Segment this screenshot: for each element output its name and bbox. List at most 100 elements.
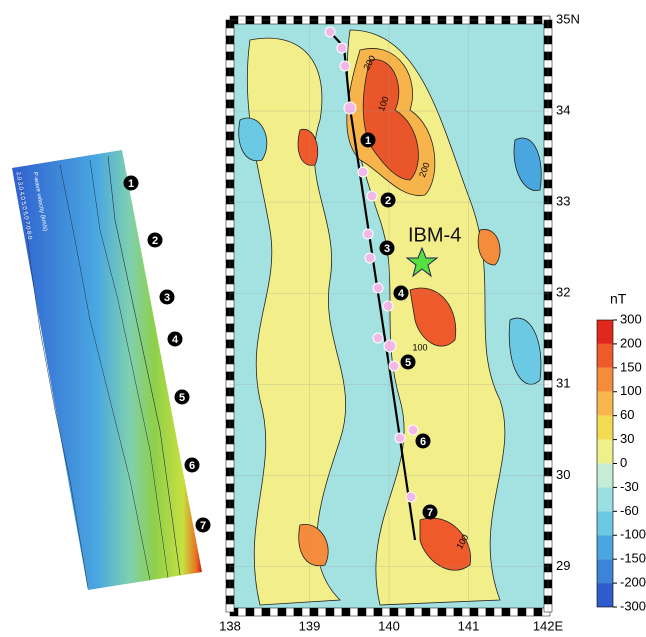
frame-tick xyxy=(373,607,383,617)
colorbar-swatch xyxy=(597,391,613,416)
frame-tick xyxy=(293,607,303,617)
colorbar-swatch xyxy=(597,439,613,464)
frame-tick xyxy=(333,607,343,617)
lat-label: 33 xyxy=(556,194,570,209)
contour-label: 100 xyxy=(376,95,391,113)
frame-tick xyxy=(477,607,487,617)
map-station-marker xyxy=(400,354,416,370)
frame-tick xyxy=(469,607,479,617)
frame-tick xyxy=(501,607,511,617)
map-station: 5 xyxy=(405,357,411,369)
frame-tick xyxy=(493,607,503,617)
colorbar-swatch xyxy=(597,320,613,344)
colorbar-swatch xyxy=(597,583,613,607)
frame-tick xyxy=(325,607,335,617)
lon-label: 141 xyxy=(458,618,480,633)
colorbar-label: -300 xyxy=(620,598,646,613)
colorbar-swatch xyxy=(597,415,613,440)
frame-tick xyxy=(253,607,263,617)
frame-tick xyxy=(437,607,447,617)
colorbar-label: 300 xyxy=(620,311,642,326)
map-station: 7 xyxy=(427,507,433,519)
map-station-marker xyxy=(393,285,409,301)
frame-tick xyxy=(413,607,423,617)
panel-station-marker xyxy=(147,232,163,248)
contour-label: 200 xyxy=(417,161,432,179)
frame-tick xyxy=(533,607,543,617)
velocity-section xyxy=(12,150,202,590)
colorbar-swatch xyxy=(597,559,613,584)
frame-tick xyxy=(277,607,287,617)
frame-tick xyxy=(461,607,471,617)
colorbar-label: 200 xyxy=(620,335,642,350)
map-station: 3 xyxy=(384,243,390,255)
lat-label: 35N xyxy=(556,11,580,26)
panel-station-marker xyxy=(174,389,190,405)
colorbar-label: 60 xyxy=(620,407,634,422)
panel-station: 2 xyxy=(152,235,158,247)
colorbar-label: 100 xyxy=(620,383,642,398)
panel-station: 6 xyxy=(189,460,195,472)
lat-label: 32 xyxy=(556,285,570,300)
colorbar-swatch xyxy=(597,367,613,392)
map-station: 2 xyxy=(385,195,391,207)
frame-tick xyxy=(261,607,271,617)
frame-tick xyxy=(269,607,279,617)
map-station: 1 xyxy=(365,135,371,147)
panel-station: 3 xyxy=(164,292,170,304)
colorbar-label: -30 xyxy=(620,479,639,494)
colorbar-swatch xyxy=(597,487,613,512)
lat-label: 29 xyxy=(556,558,570,573)
site-star xyxy=(405,246,439,278)
colorbar-swatch xyxy=(597,511,613,536)
frame-tick xyxy=(285,607,295,617)
colorbar-label: -100 xyxy=(620,527,646,542)
lon-label: 142E xyxy=(533,618,564,633)
panel-station-marker xyxy=(167,331,183,347)
frame-tick xyxy=(517,607,527,617)
panel-station: 1 xyxy=(128,178,134,190)
frame-tick xyxy=(237,607,247,617)
frame-tick xyxy=(429,607,439,617)
panel-station-marker xyxy=(184,457,200,473)
frame-tick xyxy=(245,607,255,617)
frame-tick xyxy=(485,607,495,617)
colorbar-label: -60 xyxy=(620,503,639,518)
frame-tick xyxy=(389,607,399,617)
lat-label: 34 xyxy=(556,103,570,118)
panel-station-marker xyxy=(159,289,175,305)
colorbar-swatch xyxy=(597,343,613,368)
colorbar-label: 0 xyxy=(620,455,627,470)
map-station: 4 xyxy=(398,288,405,300)
frame-tick xyxy=(405,607,415,617)
map-station-marker xyxy=(360,132,376,148)
colorbar-label: -150 xyxy=(620,551,646,566)
panel-station: 4 xyxy=(172,334,179,346)
panel-station: 5 xyxy=(179,392,185,404)
map-station: 6 xyxy=(420,436,426,448)
colorbar-swatch xyxy=(597,463,613,488)
frame-tick xyxy=(365,607,375,617)
contour-label: 100 xyxy=(412,342,427,352)
map-station-marker xyxy=(379,240,395,256)
lat-label: 30 xyxy=(556,467,570,482)
colorbar-unit: nT xyxy=(610,291,627,307)
lon-label: 138 xyxy=(219,618,241,633)
colorbar-label: -200 xyxy=(620,575,646,590)
frame-tick xyxy=(309,607,319,617)
frame-tick xyxy=(421,607,431,617)
map-station-marker xyxy=(415,433,431,449)
site-label: IBM-4 xyxy=(408,224,461,246)
frame-tick xyxy=(341,607,351,617)
panel-station-marker xyxy=(123,175,139,191)
frame-tick xyxy=(525,607,535,617)
lat-label: 31 xyxy=(556,376,570,391)
frame-tick xyxy=(445,607,455,617)
frame-tick xyxy=(397,607,407,617)
frame-tick xyxy=(453,607,463,617)
map-station-marker xyxy=(422,504,438,520)
frame-tick xyxy=(317,607,327,617)
lon-label: 140 xyxy=(378,618,400,633)
anomaly-field xyxy=(238,29,542,606)
